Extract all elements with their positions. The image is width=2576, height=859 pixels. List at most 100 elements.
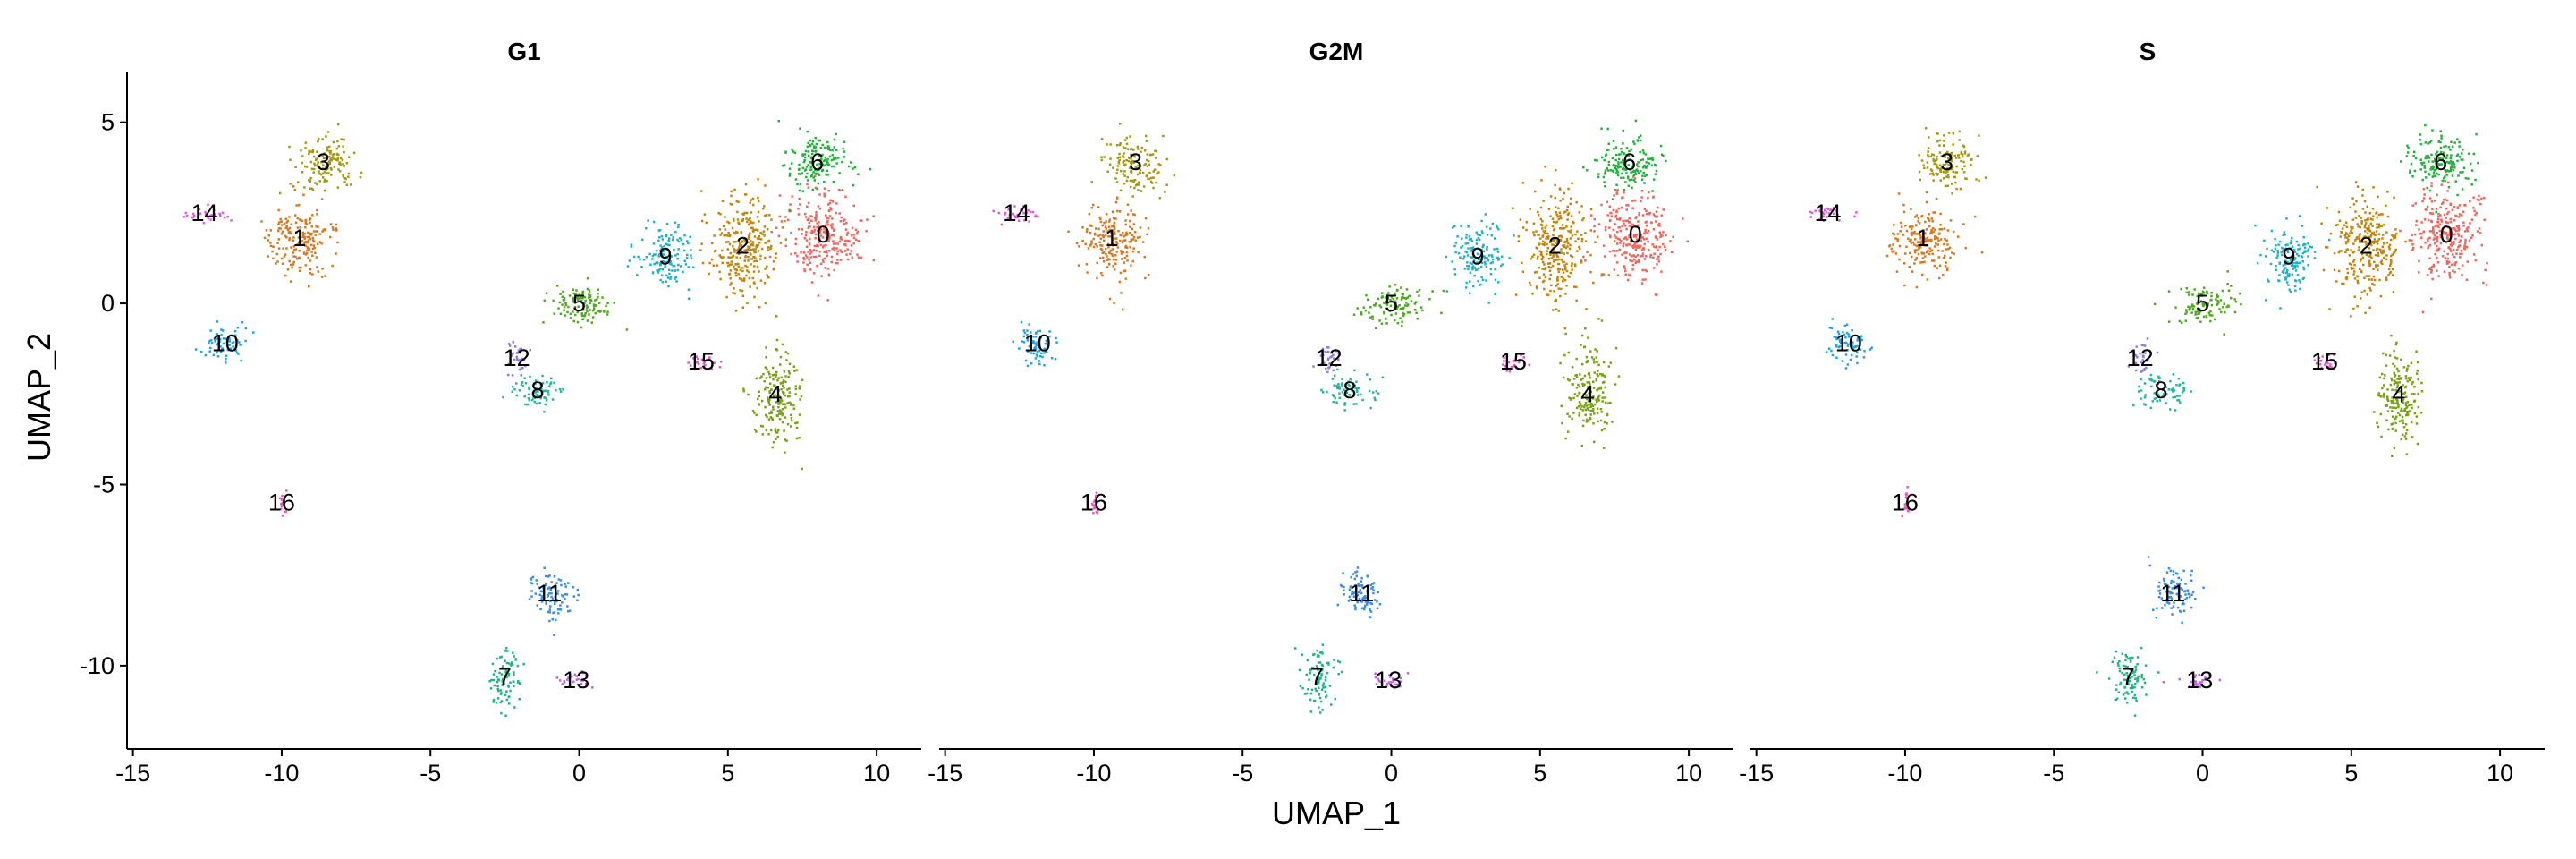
cluster-10-points [194, 320, 255, 364]
cluster-2-points [1512, 166, 1616, 330]
cluster-5-points [1352, 284, 1445, 329]
cluster-label-5: 5 [2196, 290, 2209, 317]
cluster-label-9: 9 [2282, 242, 2295, 269]
cluster-label-9: 9 [1470, 242, 1484, 269]
cluster-label-10: 10 [212, 330, 239, 357]
cluster-2-points [2316, 181, 2415, 318]
cluster-label-13: 13 [2186, 667, 2213, 693]
cluster-8-points [1320, 368, 1385, 412]
cluster-label-10: 10 [1024, 330, 1051, 357]
x-tick-label: 0 [2196, 760, 2209, 787]
points [992, 119, 1689, 714]
cluster-label-9: 9 [658, 242, 672, 269]
cluster-label-0: 0 [817, 221, 830, 248]
cluster-label-3: 3 [1129, 149, 1142, 175]
cluster-3-points [1918, 127, 1987, 195]
cluster-4-points [1559, 318, 1621, 449]
cluster-16-points [1901, 486, 1910, 517]
cluster-label-14: 14 [1814, 200, 1841, 226]
cluster-label-15: 15 [688, 348, 715, 375]
cluster-label-2: 2 [2360, 232, 2373, 259]
x-tick-label: 0 [572, 760, 586, 787]
cluster-12-points [2127, 337, 2159, 373]
cluster-label-11: 11 [2160, 580, 2185, 607]
cluster-9-points [626, 219, 695, 300]
cluster-12-points [507, 341, 531, 385]
x-tick-label: -5 [2043, 760, 2064, 787]
cluster-label-14: 14 [191, 200, 217, 226]
x-tick-label: -10 [264, 760, 299, 787]
cluster-10-points [1825, 318, 1873, 370]
cluster-label-15: 15 [2311, 348, 2338, 375]
cluster-label-4: 4 [1581, 380, 1595, 407]
cluster-12-points [1312, 346, 1340, 374]
cluster-label-12: 12 [2127, 344, 2154, 371]
cluster-label-1: 1 [292, 225, 306, 251]
cluster-2-points [699, 178, 787, 312]
cluster-1-points [260, 185, 339, 288]
cluster-8-points [502, 374, 564, 413]
cluster-6-points [777, 120, 872, 212]
cluster-label-6: 6 [2434, 149, 2447, 175]
cluster-1-points [1885, 187, 1984, 289]
cluster-1-points [1067, 196, 1150, 311]
cluster-label-6: 6 [810, 149, 824, 175]
cluster-5-points [2153, 270, 2242, 336]
cluster-label-4: 4 [769, 380, 783, 407]
cluster-label-10: 10 [1835, 330, 1862, 357]
cluster-13-points [2162, 673, 2222, 688]
cluster-label-13: 13 [1375, 667, 1402, 693]
cluster-9-points [2254, 215, 2331, 310]
cluster-label-8: 8 [530, 377, 544, 404]
cluster-0-points [768, 174, 875, 302]
cluster-16-points [278, 489, 288, 517]
cluster-6-points [2400, 123, 2479, 214]
cluster-0-points [2399, 170, 2488, 314]
facet-title: S [2140, 38, 2157, 65]
cluster-label-0: 0 [2440, 221, 2453, 248]
cluster-label-1: 1 [1916, 225, 1929, 251]
cluster-label-11: 11 [1349, 580, 1374, 607]
cluster-label-13: 13 [563, 667, 589, 693]
x-tick-label: -15 [1739, 760, 1774, 787]
cluster-7-points [488, 647, 525, 717]
cluster-13-points [555, 670, 594, 689]
facet-title: G1 [507, 38, 540, 65]
cluster-15-points [2313, 353, 2336, 370]
points [1809, 123, 2488, 717]
x-tick-label: 10 [863, 760, 890, 787]
cluster-3-points [278, 123, 363, 195]
cluster-7-points [1293, 643, 1343, 714]
cluster-3-points [1090, 123, 1176, 200]
x-tick-label: 5 [721, 760, 734, 787]
y-tick-label: -5 [93, 471, 114, 498]
y-tick-label: -10 [80, 652, 114, 679]
cluster-14-points [1809, 206, 1858, 222]
cluster-11-points [1336, 566, 1382, 619]
x-tick-label: 10 [2487, 760, 2513, 787]
cluster-10-points [1012, 320, 1058, 368]
cluster-label-4: 4 [2393, 380, 2406, 407]
cluster-label-8: 8 [2154, 377, 2167, 404]
cluster-13-points [1374, 672, 1410, 689]
cluster-16-points [1090, 491, 1099, 515]
x-tick-label: -5 [1232, 760, 1253, 787]
cluster-15-points [1502, 353, 1530, 373]
x-tick-label: -10 [1887, 760, 1922, 787]
cluster-label-16: 16 [1892, 489, 1919, 516]
cluster-14-points [182, 203, 233, 225]
cluster-label-15: 15 [1500, 348, 1527, 375]
x-tick-label: 5 [1533, 760, 1546, 787]
cluster-label-14: 14 [1003, 200, 1030, 226]
cluster-label-16: 16 [1080, 489, 1107, 516]
cluster-label-12: 12 [504, 344, 530, 371]
cluster-label-2: 2 [1548, 232, 1562, 259]
y-tick-label: 5 [101, 109, 114, 136]
cluster-6-points [1582, 119, 1667, 200]
cluster-0-points [1582, 175, 1689, 296]
x-tick-label: 10 [1675, 760, 1702, 787]
